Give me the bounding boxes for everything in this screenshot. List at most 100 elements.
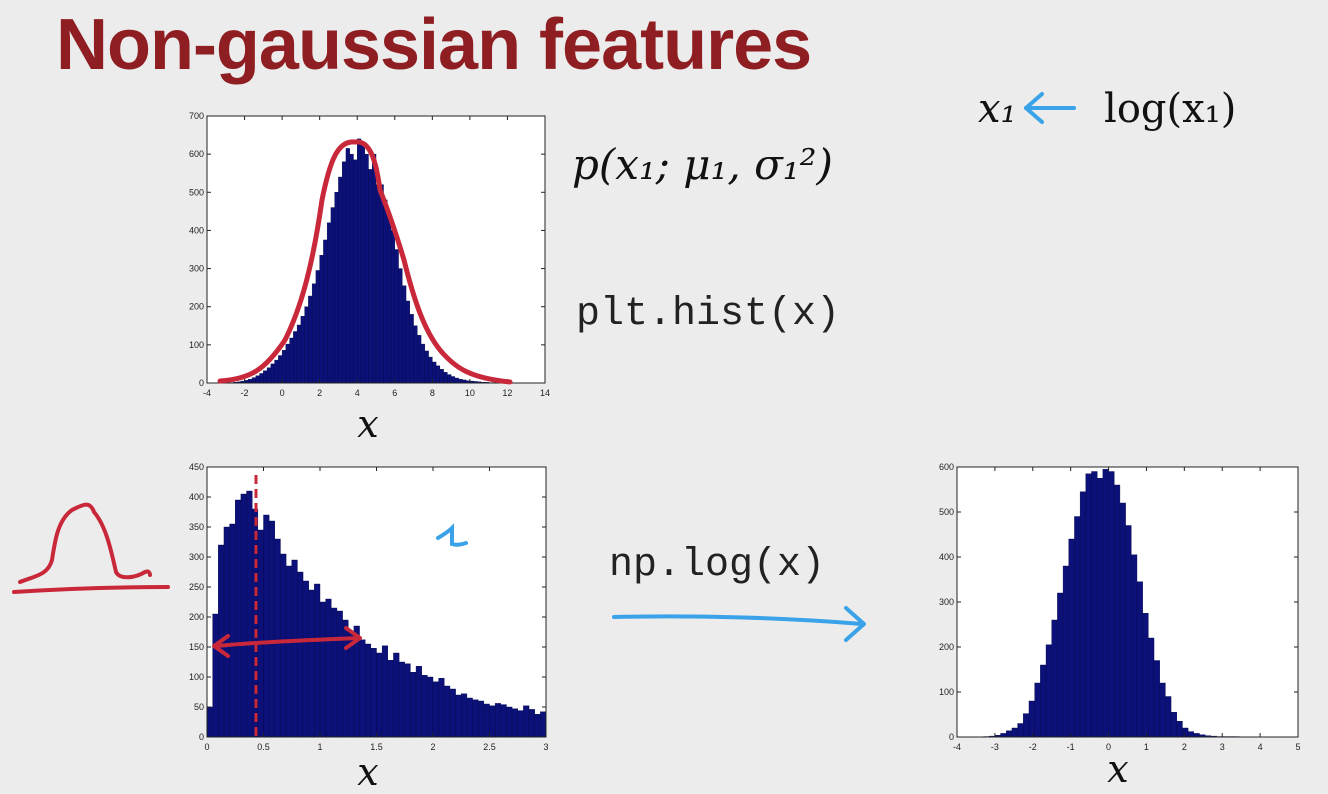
histogram-bar [315, 270, 320, 384]
hist-code: plt.hist(x) [576, 292, 841, 337]
x-tick-label: -4 [953, 742, 961, 752]
transform-arrowhead [844, 606, 866, 642]
y-tick-label: 100 [189, 672, 204, 682]
y-tick-label: 300 [189, 264, 204, 274]
small-left-arrowhead [1024, 92, 1044, 124]
histogram-bar [394, 249, 399, 384]
histogram-bar [326, 222, 332, 384]
histogram-bar [274, 359, 279, 384]
y-tick-label: 200 [939, 642, 954, 652]
slide-title: Non-gaussian features [56, 5, 812, 85]
histogram-bar [336, 610, 343, 738]
histogram-bar [1193, 733, 1200, 738]
x-tick-label: 0 [280, 388, 285, 398]
sketched-baseline [12, 585, 170, 594]
x-tick-label: 10 [465, 388, 475, 398]
histogram-bar [311, 283, 317, 384]
x-tick-label: 2 [1182, 742, 1187, 752]
histogram-bar [449, 688, 456, 738]
sketched-skewed-shape [18, 502, 152, 584]
histogram-bar [1079, 491, 1087, 738]
x-tick-label: 3 [543, 742, 548, 752]
histogram-bar [1085, 473, 1092, 738]
histogram-bar [523, 705, 530, 738]
histogram-bar [263, 370, 268, 384]
histogram-bar [415, 666, 422, 738]
histogram-bar [1011, 727, 1018, 738]
histogram-bar [413, 325, 418, 384]
histogram-bar [1068, 538, 1075, 738]
chart-gaussian-histogram: -4 -2 0 2 4 6 8 10 12 14 0 100 200 300 400 500 600 700 x [189, 111, 550, 446]
histogram-bar [410, 672, 417, 738]
fitted-gaussian-curve [217, 139, 513, 385]
y-tick-label: 200 [189, 302, 204, 312]
histogram-bar [331, 607, 338, 738]
x-tick-label: 1 [317, 742, 322, 752]
histogram-bar [1051, 619, 1058, 738]
plot-frame [206, 115, 546, 384]
spread-double-arrow [214, 636, 360, 648]
histogram-bar [268, 520, 275, 738]
histogram-bar [342, 161, 347, 384]
spread-arrowhead-left [212, 634, 230, 658]
x-tick-label: 12 [502, 388, 512, 398]
x-tick-label: -2 [1029, 742, 1037, 752]
histogram-bar [235, 499, 242, 738]
x-tick-label: 3 [1220, 742, 1225, 752]
histogram-bar [330, 207, 335, 384]
histogram-bar [517, 710, 524, 738]
histogram-bar [325, 598, 332, 738]
histogram-bar [255, 375, 260, 384]
x-tick-label: -3 [991, 742, 999, 752]
histogram-bar [1131, 554, 1138, 738]
histogram-bar [387, 214, 392, 384]
x-tick-label: 2 [430, 742, 435, 752]
histogram-bar [404, 663, 411, 738]
y-tick-label: 400 [189, 492, 204, 502]
histogram-bar [314, 583, 321, 738]
x-tick-label: 5 [1295, 742, 1300, 752]
histogram-bar [248, 378, 253, 384]
histogram-bar [466, 697, 473, 738]
x-tick-label: 6 [392, 388, 397, 398]
transform-formula: x₁ log(x₁) [978, 86, 1236, 132]
y-tick-label: 400 [939, 552, 954, 562]
x-tick-label: 2.5 [483, 742, 496, 752]
histogram-bar [297, 571, 304, 738]
histogram-bar [246, 490, 253, 738]
histogram-bar [1040, 664, 1047, 738]
histogram-bar [461, 693, 468, 738]
y-tick-label: 0 [949, 732, 954, 742]
histogram-bar [398, 268, 403, 384]
histogram-bar [280, 553, 287, 738]
histogram-bar [1108, 471, 1115, 738]
histogram-bar [270, 363, 275, 384]
histogram-bar [379, 184, 384, 384]
histogram-bar [383, 199, 388, 384]
histogram-bar [349, 153, 354, 384]
y-tick-label: 50 [194, 702, 204, 712]
histogram-bar [393, 652, 400, 738]
y-tick-label: 500 [189, 187, 204, 197]
x-tick-label: 1 [1144, 742, 1149, 752]
histogram-bar [1182, 727, 1189, 738]
histogram-bar [458, 378, 463, 384]
histogram-bar [223, 526, 230, 738]
histogram-bar [308, 589, 315, 738]
histogram-bar [304, 306, 309, 384]
histogram-bar [1176, 721, 1183, 738]
histogram-bar [359, 639, 366, 738]
histogram-bar [259, 373, 264, 384]
transform-lhs: x₁ [978, 86, 1017, 132]
y-tick-label: 600 [189, 149, 204, 159]
chart-skewed-histogram: 0 0.5 1 1.5 2 2.5 3 0 50 100 150 200 250 300 350 400 450… [189, 462, 549, 794]
histogram-bar [450, 376, 456, 384]
histogram-bar [398, 661, 405, 738]
histogram-bar [534, 714, 541, 738]
histogram-bar [353, 159, 358, 384]
histogram-bar [263, 514, 270, 738]
histogram-bar [257, 529, 264, 738]
y-tick-label: 250 [189, 582, 204, 592]
histogram-bar [368, 169, 373, 384]
histogram-bar [289, 337, 294, 384]
